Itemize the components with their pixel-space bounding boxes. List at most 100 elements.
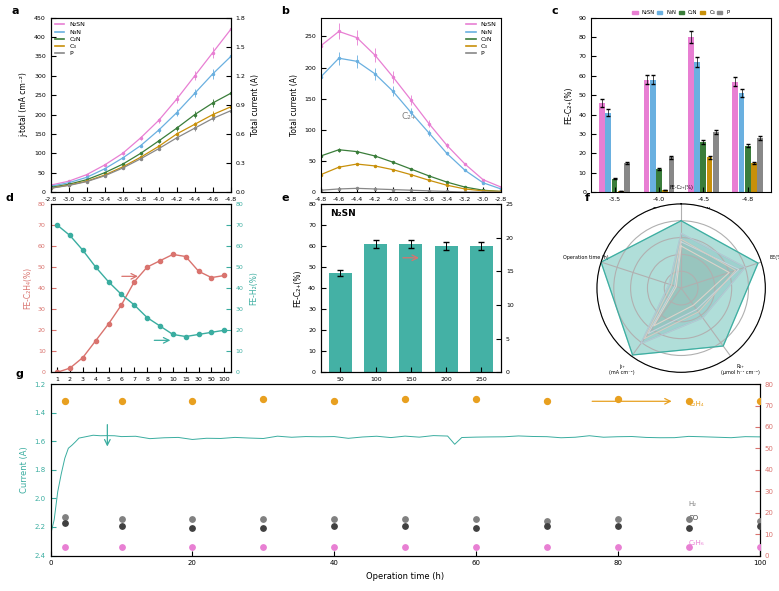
Text: c: c (552, 7, 558, 16)
Point (541, 517, 553, 526)
Point (470, 543, 482, 552)
Legend: N₂SN, N₃N, C₂N, C₃, P: N₂SN, N₃N, C₂N, C₃, P (54, 21, 86, 58)
Bar (656, 169, 662, 192)
X-axis label: Cell Voltage (V): Cell Voltage (V) (111, 207, 171, 216)
Point (58, 543, 71, 552)
Point (612, 543, 624, 552)
Text: C₂H₄: C₂H₄ (689, 401, 704, 407)
Bar (599, 103, 605, 192)
Point (115, 521, 128, 530)
Legend: N₂SN, N₃N, C₂N, C₃, P: N₂SN, N₃N, C₂N, C₃, P (630, 8, 732, 18)
Bar (713, 132, 718, 192)
Text: H₂: H₂ (689, 501, 696, 507)
Point (58, 397, 71, 406)
Point (328, 543, 340, 552)
Point (328, 397, 340, 406)
Bar (707, 157, 713, 192)
Bar (612, 178, 618, 192)
Y-axis label: Total current (A): Total current (A) (251, 74, 260, 136)
Bar (668, 157, 675, 192)
Point (399, 514, 411, 524)
Polygon shape (601, 221, 758, 355)
Point (257, 523, 270, 532)
Bar (329, 274, 352, 372)
Text: d: d (5, 193, 13, 203)
Bar (624, 163, 630, 192)
Text: C₂₊: C₂₊ (402, 112, 417, 121)
Text: CO: CO (689, 515, 699, 521)
Bar (435, 246, 457, 372)
Point (186, 397, 199, 406)
Point (682, 543, 695, 552)
Point (753, 517, 766, 526)
Y-axis label: FE-C₂₊(%): FE-C₂₊(%) (564, 86, 573, 124)
Point (541, 543, 553, 552)
Point (328, 521, 340, 530)
Text: g: g (16, 369, 23, 379)
Text: f: f (585, 193, 590, 203)
Y-axis label: Current (A): Current (A) (20, 446, 29, 493)
Y-axis label: FE-H₂(%): FE-H₂(%) (249, 271, 258, 305)
X-axis label: Cell voltage (V): Cell voltage (V) (651, 207, 710, 216)
Bar (700, 142, 707, 192)
Point (115, 543, 128, 552)
Point (115, 514, 128, 524)
X-axis label: Currenty density (mA cm⁻²): Currenty density (mA cm⁻²) (358, 388, 464, 397)
Point (612, 394, 624, 404)
Bar (400, 244, 422, 372)
Point (257, 514, 270, 524)
Point (682, 397, 695, 406)
Point (257, 394, 270, 404)
Point (186, 523, 199, 532)
Point (257, 543, 270, 552)
Point (541, 521, 553, 530)
Point (399, 394, 411, 404)
Bar (738, 93, 745, 192)
Bar (662, 190, 668, 192)
Bar (618, 191, 624, 192)
Bar (732, 82, 738, 192)
Text: a: a (11, 7, 19, 16)
Point (470, 394, 482, 404)
Point (753, 543, 766, 552)
Y-axis label: j-total (mA cm⁻²): j-total (mA cm⁻²) (19, 73, 29, 137)
Point (399, 543, 411, 552)
Bar (643, 80, 650, 192)
Text: b: b (281, 7, 289, 16)
Point (541, 397, 553, 406)
Point (753, 397, 766, 406)
Polygon shape (648, 242, 738, 333)
Y-axis label: Total current (A): Total current (A) (290, 74, 298, 136)
X-axis label: Cell Voltage (V): Cell Voltage (V) (381, 207, 441, 216)
Point (328, 514, 340, 524)
Bar (688, 37, 694, 192)
Text: C₂H₆: C₂H₆ (689, 540, 704, 546)
Bar (757, 138, 763, 192)
Point (753, 521, 766, 530)
Point (58, 519, 71, 528)
Point (682, 514, 695, 524)
Point (58, 512, 71, 522)
Point (115, 397, 128, 406)
Bar (751, 163, 757, 192)
Point (399, 521, 411, 530)
Legend: N₂SN, N₃N, C₂N, C₃, P: N₂SN, N₃N, C₂N, C₃, P (465, 21, 498, 58)
Point (470, 514, 482, 524)
Point (612, 514, 624, 524)
Bar (650, 80, 656, 192)
X-axis label: gas flow rate of CO₂ (sccm): gas flow rate of CO₂ (sccm) (89, 388, 193, 397)
Polygon shape (654, 246, 729, 326)
Y-axis label: FE-C₂₊(%): FE-C₂₊(%) (294, 269, 302, 307)
Bar (605, 113, 612, 192)
Text: e: e (281, 193, 289, 203)
Polygon shape (641, 233, 746, 343)
Bar (470, 246, 493, 372)
Bar (365, 244, 387, 372)
Point (682, 523, 695, 532)
X-axis label: Operation time (h): Operation time (h) (366, 572, 444, 581)
Point (186, 543, 199, 552)
Point (612, 521, 624, 530)
Point (186, 514, 199, 524)
Y-axis label: FE-C₂H₄(%): FE-C₂H₄(%) (23, 267, 33, 309)
Bar (745, 145, 751, 192)
